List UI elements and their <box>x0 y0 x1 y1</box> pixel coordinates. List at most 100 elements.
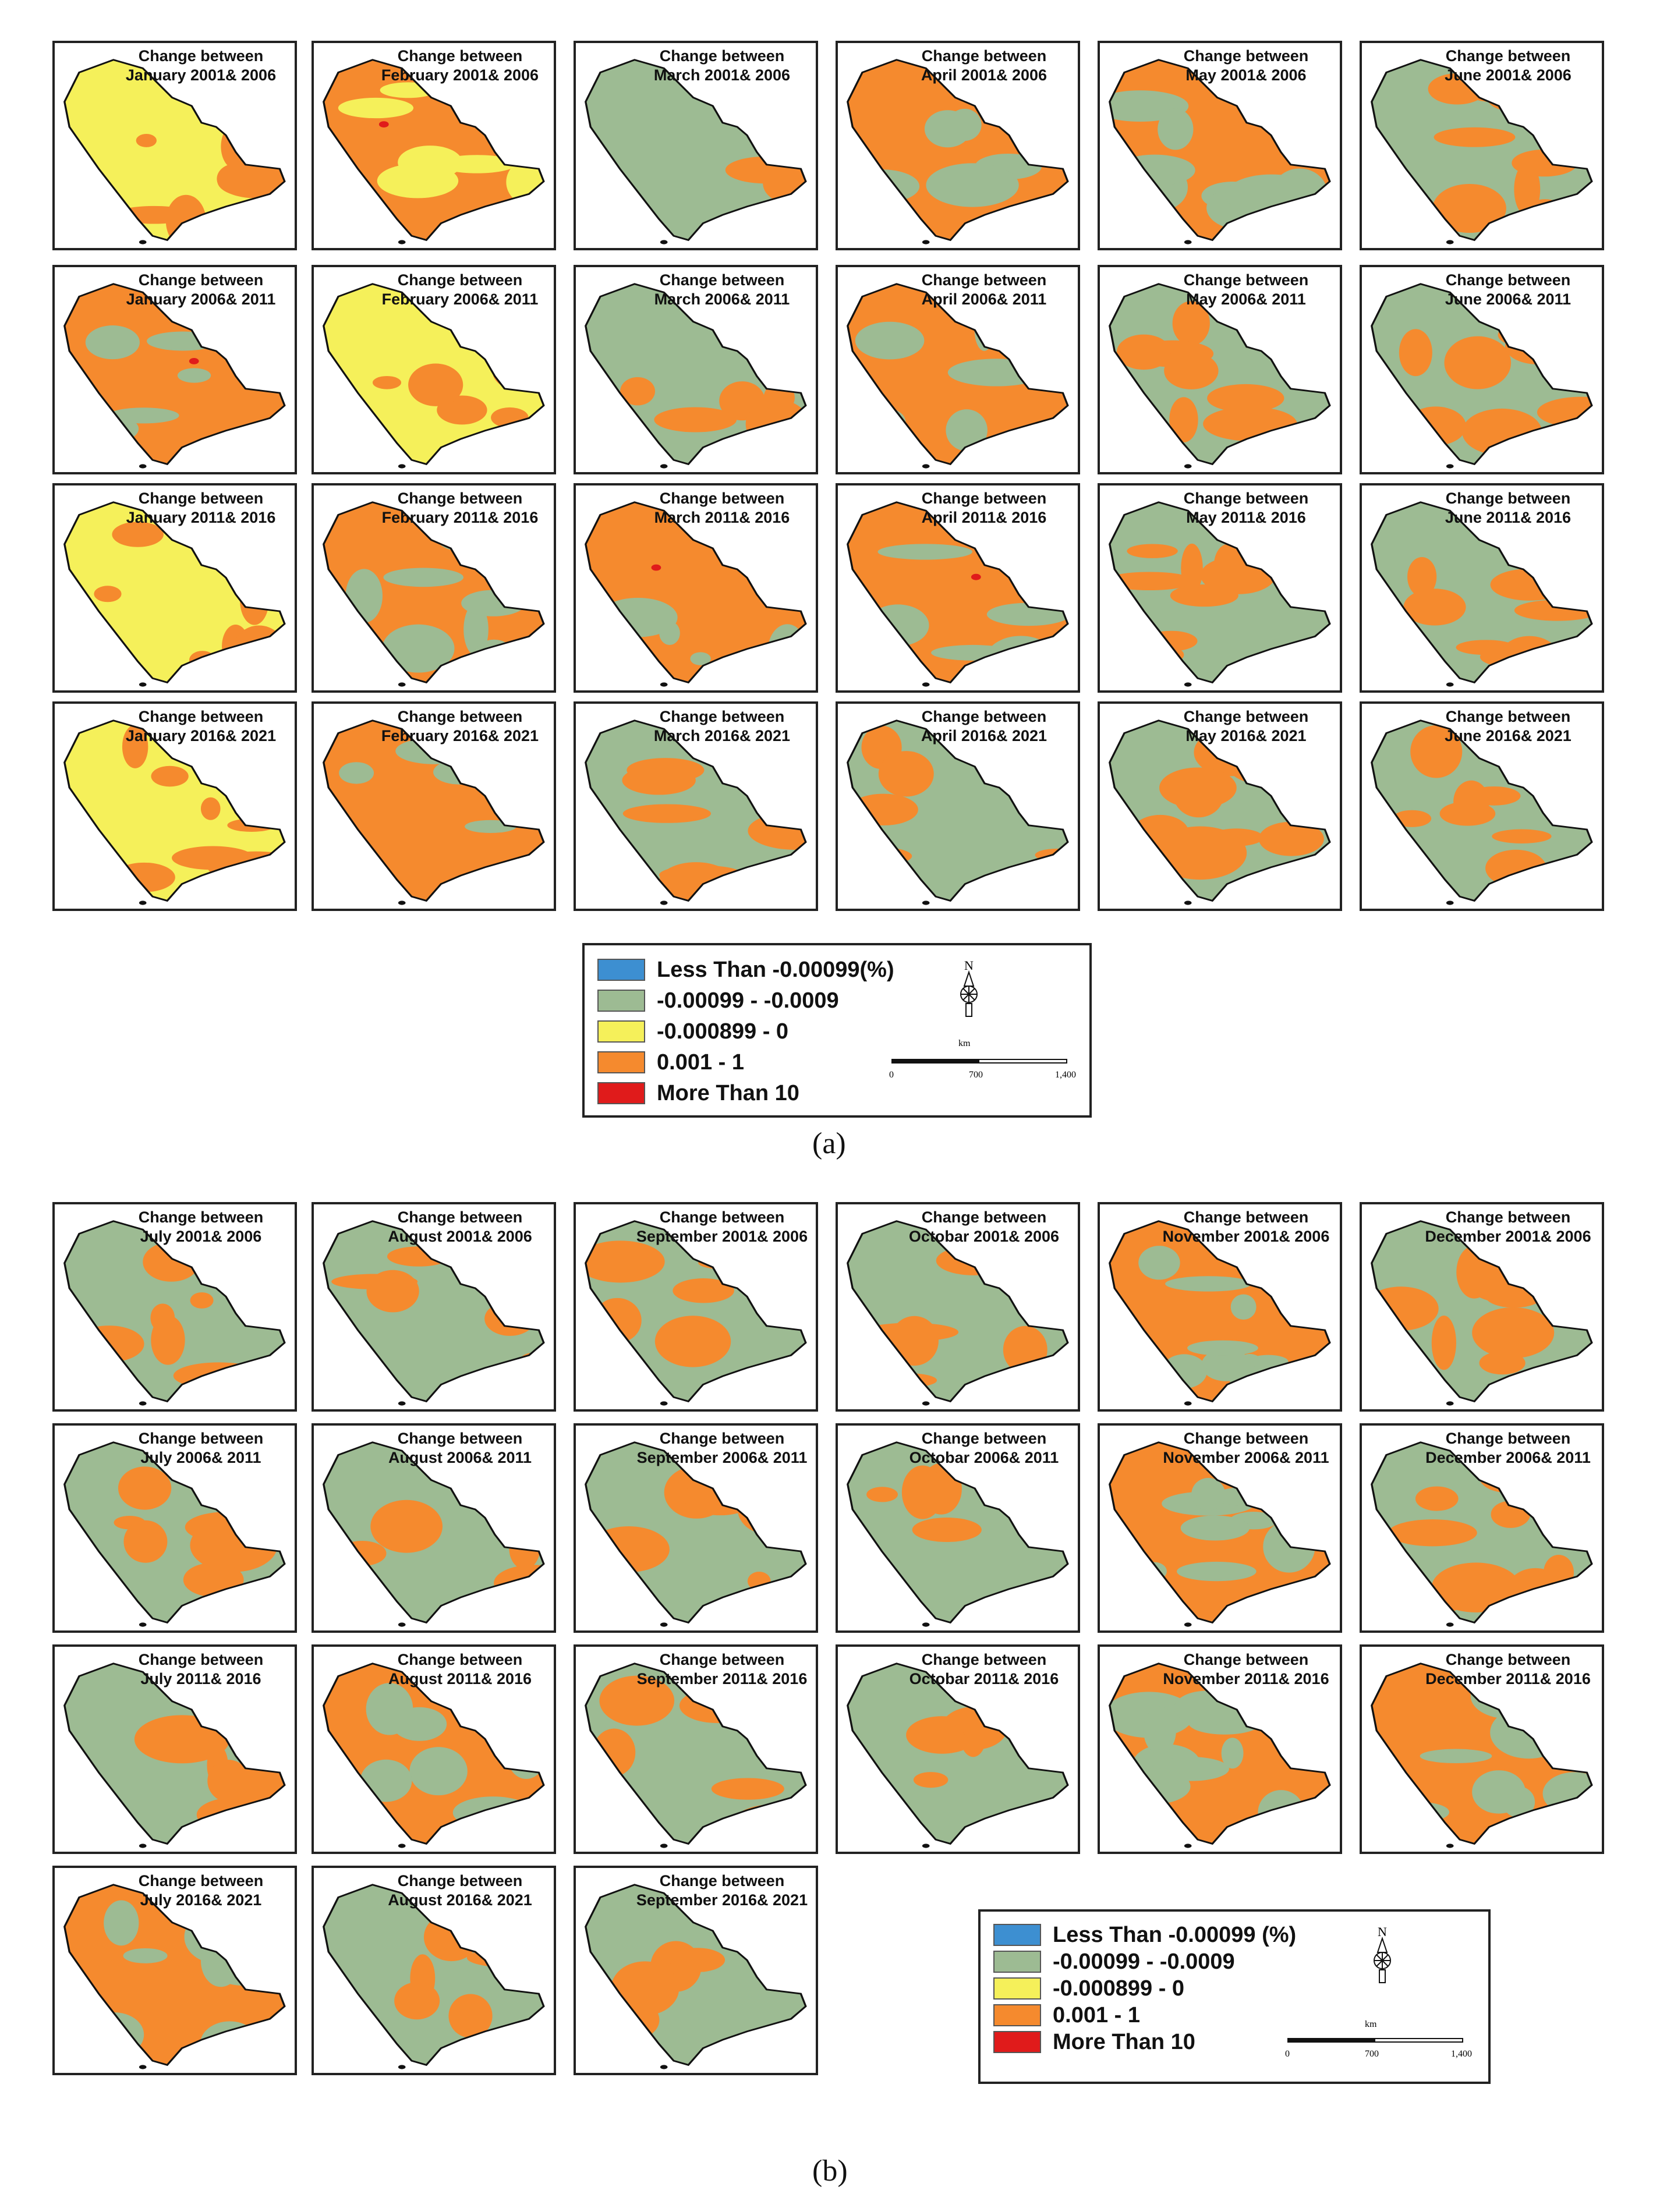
b-panel-20: Change between August 2016& 2021 <box>312 1866 556 2075</box>
panel-title: Change between January 2016& 2021 <box>55 707 295 746</box>
island-mark <box>398 1622 406 1627</box>
scale-bar-a <box>891 1059 1067 1064</box>
legend-b-label-5: More Than 10 <box>1053 2029 1195 2054</box>
map-region-patch <box>622 804 712 823</box>
country-outline <box>1371 1662 1593 1845</box>
island-mark <box>660 464 668 469</box>
scale-tick-a-0: 0 <box>889 1070 894 1080</box>
panel-title: Change between April 2011& 2016 <box>838 489 1078 527</box>
legend-a-swatch-2 <box>597 990 645 1012</box>
b-map-8 <box>323 1441 545 1627</box>
panel-title: Change between May 2016& 2021 <box>1100 707 1340 746</box>
map-region-patch <box>1506 1568 1565 1615</box>
island-mark <box>1184 1844 1192 1848</box>
map-region-patch <box>1420 1749 1492 1764</box>
a-map-8 <box>323 283 545 469</box>
panel-title-line-2: January 2006& 2011 <box>126 290 276 308</box>
b-panel-19: Change between July 2016& 2021 <box>52 1866 297 2075</box>
legend-a-label-2: -0.00099 - -0.0009 <box>657 988 839 1013</box>
map-region-patch <box>1388 1519 1477 1547</box>
panel-title-line-2: July 2006& 2011 <box>140 1449 261 1466</box>
island-mark <box>922 901 930 905</box>
panel-title-line-2: August 2011& 2016 <box>388 1670 532 1688</box>
country-outline <box>63 1662 286 1845</box>
map-region-patch <box>1274 1367 1328 1380</box>
map-region-patch <box>1563 1801 1592 1820</box>
panel-title-line-1: Change between <box>921 47 1047 65</box>
legend-b-label-3: -0.000899 - 0 <box>1053 1976 1185 2001</box>
map-region-patch <box>698 1255 769 1271</box>
island-mark <box>660 1622 668 1627</box>
country-outline <box>847 1220 1069 1403</box>
country-outline <box>63 1220 286 1403</box>
panel-title-line-1: Change between <box>1445 1208 1571 1226</box>
legend-b-swatch-3 <box>993 1977 1041 2000</box>
map-region-patch <box>123 1520 168 1563</box>
map-region-patch <box>1403 589 1466 626</box>
map-region-patch <box>187 1246 285 1263</box>
a-panel-21: Change between March 2016& 2021 <box>574 701 818 911</box>
map-region-patch <box>778 1707 799 1746</box>
map-region-patch <box>493 1241 543 1282</box>
country-outline <box>63 283 286 466</box>
a-map-9 <box>585 283 807 469</box>
panel-title-line-1: Change between <box>397 271 523 289</box>
panel-title: Change between December 2011& 2016 <box>1362 1650 1602 1689</box>
legend-b-swatch-2 <box>993 1951 1041 1973</box>
b-map-15 <box>585 1662 807 1848</box>
map-region-patch <box>200 1935 241 1987</box>
b-panel-21: Change between September 2016& 2021 <box>574 1866 818 2075</box>
island-mark <box>1184 901 1192 905</box>
island-mark <box>660 240 668 244</box>
b-panel-13: Change between July 2011& 2016 <box>52 1644 297 1854</box>
legend-a-label-1: Less Than -0.00099(%) <box>657 957 894 982</box>
map-region-patch <box>118 1466 172 1510</box>
island-mark <box>922 682 930 687</box>
map-region-patch <box>94 586 122 602</box>
legend-b: Less Than -0.00099 (%) -0.00099 - -0.000… <box>978 1909 1491 2084</box>
island-mark <box>139 682 147 687</box>
b-panel-11: Change between November 2006& 2011 <box>1098 1423 1342 1633</box>
map-region-patch <box>620 377 656 406</box>
panel-title: Change between June 2001& 2006 <box>1362 47 1602 85</box>
country-outline <box>585 59 807 242</box>
a-map-16 <box>847 501 1069 687</box>
a-map-2 <box>323 59 545 244</box>
panel-title-line-1: Change between <box>397 1208 523 1226</box>
panel-title-line-2: March 2016& 2021 <box>653 727 791 745</box>
map-region-patch <box>331 1274 418 1290</box>
a-panel-23: Change between May 2016& 2021 <box>1098 701 1342 911</box>
a-map-13 <box>63 501 286 687</box>
a-panel-22: Change between April 2016& 2021 <box>836 701 1080 911</box>
panel-title: Change between July 2006& 2011 <box>55 1429 295 1467</box>
map-region-patch <box>673 1278 734 1303</box>
legend-b-row-5: More Than 10 <box>993 2030 1195 2054</box>
map-region-patch <box>912 1518 982 1543</box>
panel-title-line-2: April 2001& 2006 <box>921 66 1047 84</box>
panel-title-line-1: Change between <box>138 1651 264 1668</box>
map-region-patch <box>104 1900 139 1946</box>
panel-title-line-1: Change between <box>397 1430 523 1447</box>
country-outline <box>323 283 545 466</box>
a-panel-15: Change between March 2011& 2016 <box>574 483 818 693</box>
panel-title-line-1: Change between <box>138 1208 264 1226</box>
b-panel-1: Change between July 2001& 2006 <box>52 1202 297 1412</box>
map-region-patch <box>502 1703 532 1754</box>
map-region-patch <box>173 1362 264 1389</box>
map-region-patch <box>200 797 221 820</box>
island-mark <box>139 1622 147 1627</box>
country-outline <box>1371 283 1593 466</box>
b-map-10 <box>847 1441 1069 1627</box>
map-region-patch <box>1127 544 1178 558</box>
map-region-patch <box>366 1683 413 1735</box>
legend-a-row-2: -0.00099 - -0.0009 <box>597 988 839 1013</box>
map-region-patch <box>151 1315 185 1365</box>
map-region-patch <box>654 1316 731 1367</box>
panel-title-line-2: September 2006& 2011 <box>636 1449 808 1466</box>
country-outline <box>1371 59 1593 242</box>
panel-title: Change between June 2011& 2016 <box>1362 489 1602 527</box>
panel-title-line-1: Change between <box>397 1651 523 1668</box>
panel-title-line-2: July 2011& 2016 <box>140 1670 261 1688</box>
b-panel-4: Change between Octobar 2001& 2006 <box>836 1202 1080 1412</box>
panel-title-line-1: Change between <box>921 1651 1047 1668</box>
